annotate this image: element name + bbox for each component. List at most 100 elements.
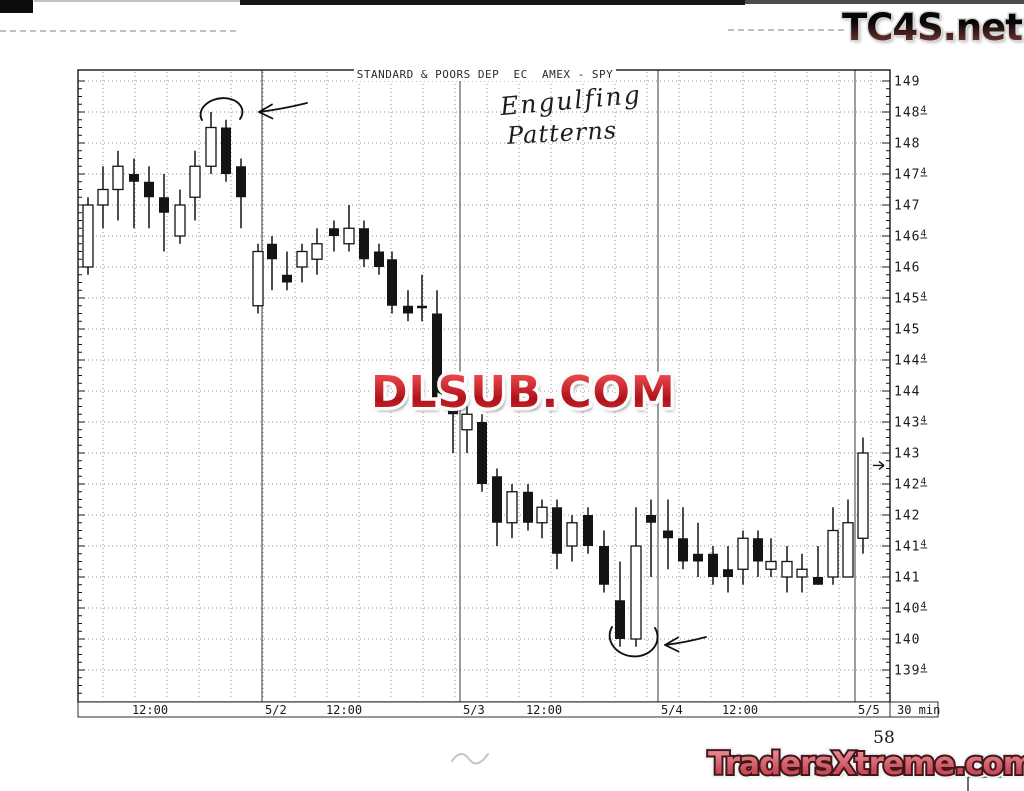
y-axis-label: 1464 <box>894 229 927 245</box>
candle-body-down <box>615 600 625 639</box>
y-axis-label: 1454 <box>894 291 927 307</box>
candle <box>329 220 339 252</box>
tradersxtreme-logo-text: TradersXtreme.com <box>708 746 1024 782</box>
tc4s-logo-text: TC4S.net <box>842 6 1023 49</box>
candle-body-down <box>374 251 384 267</box>
candle-body-up <box>461 413 473 431</box>
candle <box>477 414 487 492</box>
candle-body-up <box>252 250 264 307</box>
top-annotation-arrow <box>258 102 308 120</box>
y-axis-label: 1484 <box>894 105 927 121</box>
candle-body-down <box>523 491 533 523</box>
dlsub-watermark: DLSUB.COM DLSUB.COM <box>368 364 679 422</box>
x-axis-label: 12:00 <box>722 703 758 717</box>
candle-body-down <box>708 553 718 577</box>
candle <box>492 468 502 546</box>
x-axis-label: 12:00 <box>526 703 562 717</box>
candle-body-down <box>813 577 823 585</box>
candle <box>343 205 355 252</box>
candle-body-down <box>159 197 169 213</box>
scan-artifact-topline <box>745 0 1024 4</box>
chart-title: STANDARD & POORS DEP EC AMEX - SPY <box>354 68 616 81</box>
candle <box>583 507 593 554</box>
candle <box>678 507 688 570</box>
y-axis-label: 147 <box>894 199 920 214</box>
candle-body-down <box>678 538 688 562</box>
candle <box>506 484 518 539</box>
candle-body-down <box>583 515 593 546</box>
candle-body-down <box>236 166 246 198</box>
x-axis-label: 12:00 <box>326 703 362 717</box>
candle-body-up <box>857 452 869 539</box>
candle <box>159 174 169 252</box>
dlsub-watermark-text: DLSUB.COM <box>371 367 676 418</box>
candle-body-down <box>477 422 487 484</box>
candle <box>630 507 642 647</box>
y-axis-label: 1414 <box>894 539 927 555</box>
candle <box>663 499 673 570</box>
candle <box>374 243 384 275</box>
scan-artifact-crop-mark <box>967 776 1024 791</box>
y-axis-label: 146 <box>894 261 920 276</box>
candle-body-down <box>267 243 277 260</box>
candle-body-up <box>842 522 854 578</box>
candle <box>552 499 562 570</box>
bottom-annotation-arrow <box>664 636 707 653</box>
y-axis-label: 1404 <box>894 601 927 617</box>
y-axis-label: 1444 <box>894 353 927 369</box>
candle <box>387 251 397 314</box>
candle <box>221 119 231 182</box>
candle-body-down <box>221 127 231 174</box>
candle <box>144 166 154 229</box>
candle-body-down <box>432 313 442 399</box>
candle <box>781 546 793 593</box>
scan-artifact-squiggle <box>451 753 489 765</box>
candle-body-down <box>359 228 369 260</box>
y-axis-label: 144 <box>894 385 920 400</box>
scan-artifact-topline <box>240 0 745 5</box>
candle-body-up <box>827 529 839 578</box>
candle <box>813 546 823 585</box>
scan-artifact-topleft <box>0 0 33 13</box>
candle-body-up <box>343 227 355 245</box>
candle <box>112 150 124 221</box>
candle <box>753 530 763 577</box>
candle <box>708 546 718 585</box>
candle <box>282 251 292 291</box>
candle-body-up <box>189 165 201 198</box>
y-axis-label: 145 <box>894 323 920 338</box>
y-axis-label: 140 <box>894 633 920 648</box>
candle <box>599 530 609 593</box>
candle-body-up <box>97 188 109 206</box>
y-axis-label: 1424 <box>894 477 927 493</box>
candle-body-down <box>599 546 609 585</box>
candle <box>417 274 427 322</box>
candle-body-up <box>737 537 749 570</box>
candle <box>737 530 749 585</box>
candle <box>842 499 854 578</box>
page-number: 58 <box>873 728 895 748</box>
x-axis-label: 12:00 <box>132 703 168 717</box>
x-axis-label: 5/5 <box>858 703 880 717</box>
candle <box>267 236 277 291</box>
x-axis-label: 5/4 <box>661 703 683 717</box>
candle-body-down <box>552 507 562 554</box>
candle-body-down <box>663 530 673 539</box>
candle <box>205 112 217 174</box>
candle <box>693 522 703 577</box>
candle-body-down <box>387 259 397 306</box>
candle-body-down <box>753 538 763 562</box>
y-axis-label: 149 <box>894 75 920 90</box>
x-axis-label: 30 min <box>897 703 940 717</box>
candle-body-down <box>329 228 339 236</box>
candle <box>311 228 323 275</box>
candle-body-up <box>796 568 808 578</box>
candle <box>461 406 473 453</box>
candle-body-down <box>144 181 154 198</box>
candle <box>827 507 839 585</box>
y-axis-label: 1394 <box>894 663 927 679</box>
candle <box>857 437 869 554</box>
candle <box>723 546 733 593</box>
